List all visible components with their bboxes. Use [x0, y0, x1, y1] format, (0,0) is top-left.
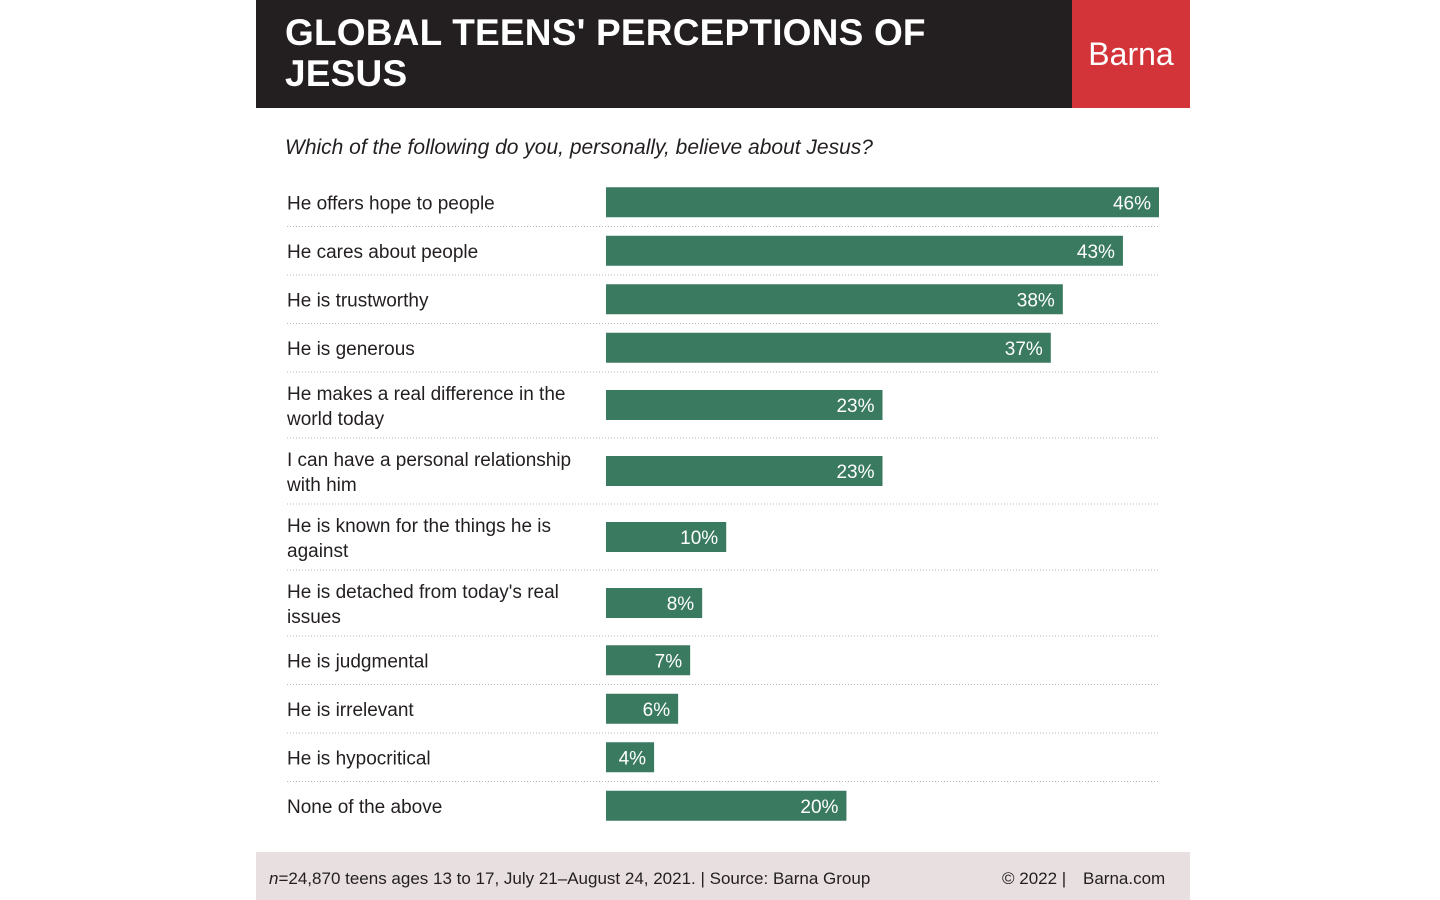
category-label-line: against [287, 541, 349, 562]
category-label: He offers hope to people [287, 193, 495, 214]
category-label-line: issues [287, 607, 341, 628]
brand-logo: Barna [1072, 0, 1190, 108]
footnote: n=24,870 teens ages 13 to 17, July 21–Au… [269, 869, 870, 889]
bar-value-label: 20% [800, 797, 838, 818]
bar-value-label: 8% [667, 594, 695, 615]
category-label: He is hypocritical [287, 748, 431, 769]
category-label: He makes a real difference in the world t… [286, 384, 565, 430]
bar-value-label: 38% [1017, 290, 1055, 311]
bar [606, 790, 847, 821]
category-label: He is irrelevant [287, 700, 414, 721]
bar [606, 588, 703, 618]
bar [606, 456, 883, 486]
bar-value-label: 4% [619, 748, 647, 769]
footnote-text: =24,870 teens ages 13 to 17, July 21–Aug… [278, 869, 871, 888]
copyright: © 2022 | [1002, 869, 1067, 888]
bar [606, 235, 1123, 266]
sample-size-symbol: n [269, 869, 279, 888]
category-label: I can have a personal relationship with h… [286, 450, 571, 496]
survey-question: Which of the following do you, personall… [285, 136, 873, 159]
bar [606, 645, 691, 676]
category-label: He is generous [287, 339, 415, 360]
left-margin [0, 0, 256, 900]
site-link[interactable]: Barna.com [1083, 869, 1166, 888]
header-bar [256, 0, 1190, 108]
category-label-line: world today [286, 409, 385, 430]
right-margin [1190, 0, 1440, 900]
category-label-line: He is detached from today's real [287, 582, 559, 603]
footer-bar [256, 852, 1190, 900]
bar [606, 284, 1063, 315]
category-label: None of the above [287, 797, 442, 818]
bar-value-label: 43% [1077, 242, 1115, 263]
chart-title: GLOBAL TEENS' PERCEPTIONS OF JESUS [285, 12, 926, 94]
category-label-line: I can have a personal relationship [287, 450, 571, 471]
bar [606, 522, 727, 552]
category-label: He is known for the things he is against [287, 516, 551, 562]
bar-value-label: 6% [643, 700, 671, 721]
bar-value-label: 23% [836, 396, 874, 417]
bar-value-label: 10% [680, 528, 718, 549]
category-label: He is trustworthy [287, 290, 429, 311]
category-label-line: He is known for the things he is [287, 516, 551, 537]
bar [606, 332, 1051, 363]
bar-value-label: 7% [655, 651, 683, 672]
category-label-line: He makes a real difference in the [287, 384, 565, 405]
bar-value-label: 37% [1005, 339, 1043, 360]
bar-value-label: 23% [836, 462, 874, 483]
brand-name: Barna [1088, 35, 1174, 72]
bar [606, 742, 655, 773]
bar-value-label: 46% [1113, 193, 1151, 214]
category-label: He is judgmental [287, 651, 429, 672]
bar [606, 390, 883, 420]
category-label: He cares about people [287, 242, 478, 263]
category-label-line: with him [286, 475, 357, 496]
bar [606, 693, 679, 724]
category-label: He is detached from today's real issues [287, 582, 559, 628]
bar [606, 187, 1159, 218]
